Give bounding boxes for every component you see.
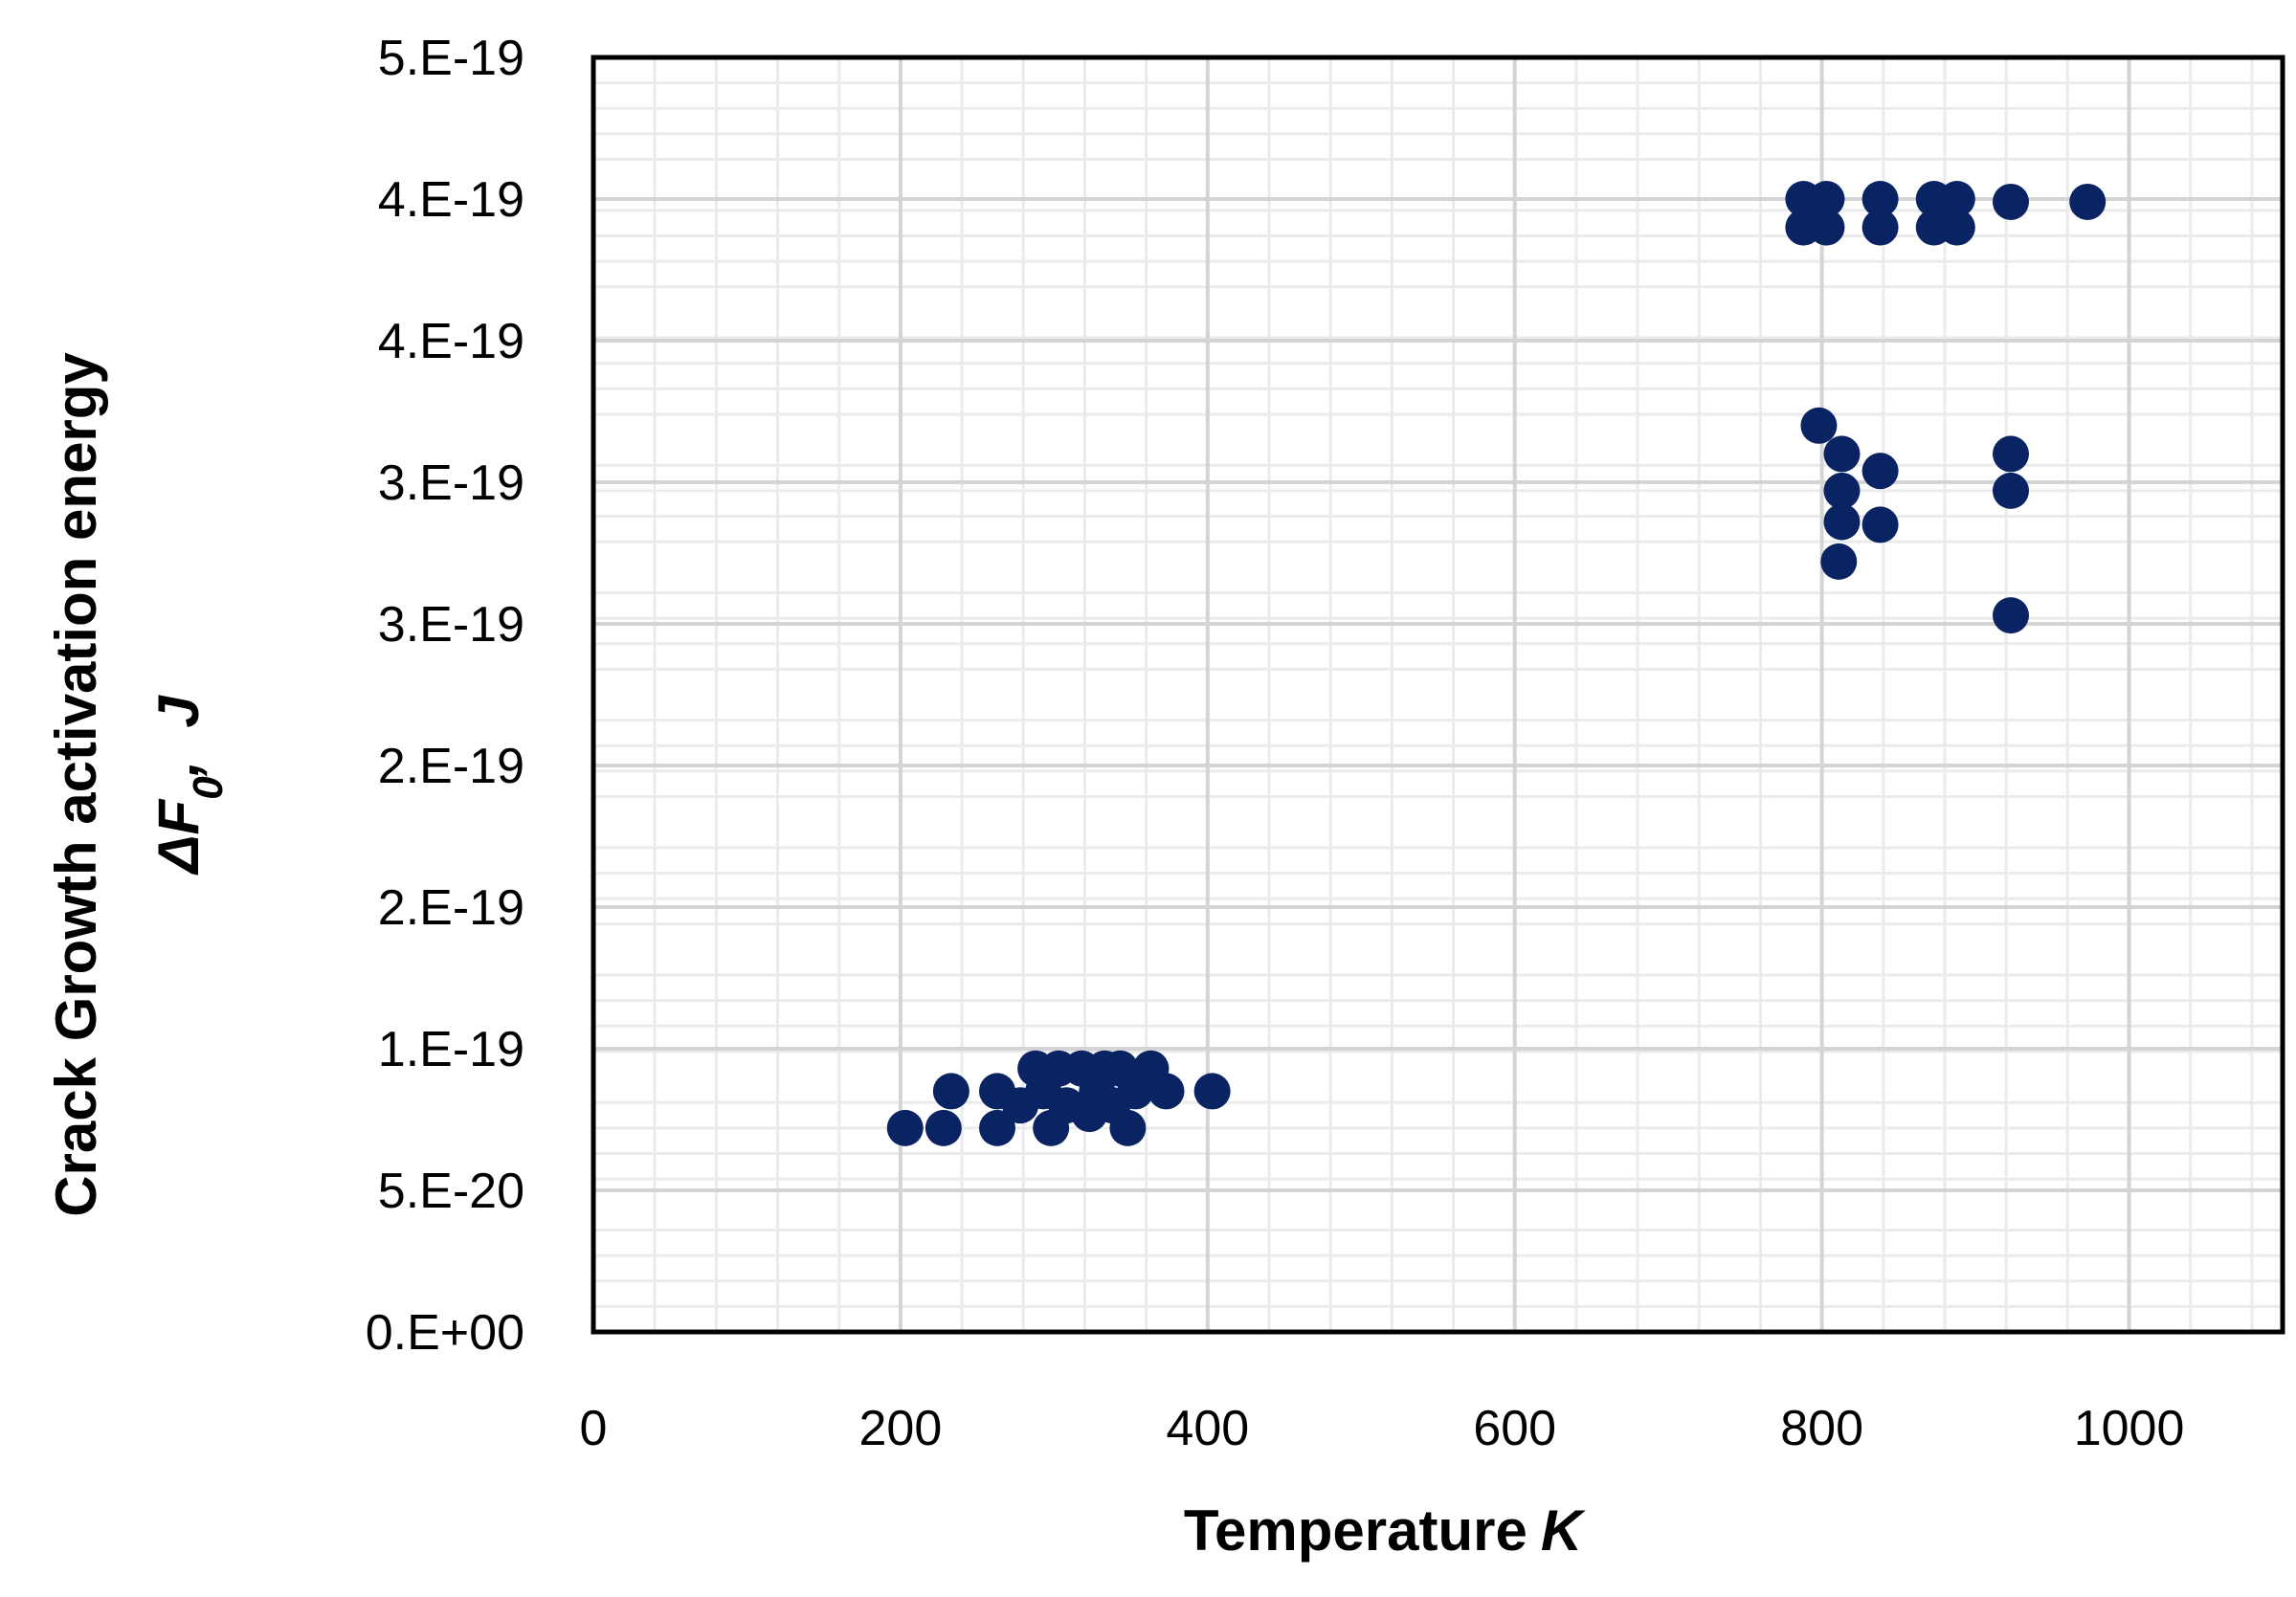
y-axis-symbol-text: ΔF [146, 798, 211, 875]
y-axis-title: Crack Growth activation energy [44, 352, 108, 1217]
x-tick-label: 200 [859, 1401, 943, 1456]
data-point [1109, 1109, 1147, 1146]
y-tick-label: 0.E+00 [366, 1305, 524, 1361]
data-point [1861, 506, 1899, 543]
y-tick-labels: 0.E+00 5.E-20 1.E-19 2.E-19 2.E-19 3.E-19 3.E-… [366, 31, 524, 1361]
data-point [1823, 472, 1861, 509]
x-tick-label: 1000 [2074, 1401, 2185, 1456]
data-point [1992, 597, 2029, 634]
x-tick-label: 0 [580, 1401, 608, 1456]
y-tick-label: 3.E-19 [378, 455, 524, 511]
data-point [1823, 435, 1861, 473]
data-point [1992, 183, 2029, 220]
data-point [1823, 503, 1861, 541]
data-point [1992, 472, 2029, 509]
y-axis-symbol-subscript: 0 [185, 776, 232, 800]
data-point [1861, 209, 1899, 246]
data-point [1808, 209, 1845, 246]
minor-grid [593, 57, 2283, 1332]
data-point [1861, 453, 1899, 490]
data-point [1938, 181, 1975, 217]
y-axis-symbol: ΔF0, J [146, 695, 232, 876]
data-point [1861, 181, 1899, 217]
y-tick-label: 5.E-19 [378, 31, 524, 86]
x-tick-labels: 0 200 400 600 800 1000 [580, 1401, 2185, 1456]
data-point [1808, 181, 1845, 217]
data-point [978, 1109, 1015, 1146]
y-tick-label: 1.E-19 [378, 1022, 524, 1077]
y-axis-comma: , [146, 761, 211, 778]
data-point [1193, 1073, 1231, 1110]
x-axis-label: Temperature [1184, 1498, 1527, 1563]
data-point [932, 1073, 970, 1110]
x-tick-label: 800 [1780, 1401, 1863, 1456]
x-axis-unit: K [1541, 1498, 1586, 1563]
major-grid [593, 57, 2283, 1332]
y-axis-unit: J [146, 695, 211, 728]
data-point [925, 1109, 962, 1146]
x-tick-label: 600 [1473, 1401, 1556, 1456]
y-tick-label: 2.E-19 [378, 880, 524, 936]
y-tick-label: 5.E-20 [378, 1164, 524, 1219]
data-point [886, 1109, 924, 1146]
y-tick-label: 4.E-19 [378, 314, 524, 369]
x-axis-title: Temperature K [1184, 1498, 1586, 1563]
plot-frame [591, 55, 2285, 1335]
data-point [1992, 435, 2029, 473]
data-point [2069, 183, 2107, 220]
data-points [886, 181, 2107, 1146]
y-tick-label: 4.E-19 [378, 172, 524, 228]
data-point [1148, 1073, 1185, 1110]
y-tick-label: 3.E-19 [378, 597, 524, 653]
data-point [1820, 543, 1858, 580]
y-tick-label: 2.E-19 [378, 739, 524, 794]
data-point [1800, 407, 1838, 444]
x-tick-label: 400 [1166, 1401, 1249, 1456]
data-point [1938, 209, 1975, 246]
